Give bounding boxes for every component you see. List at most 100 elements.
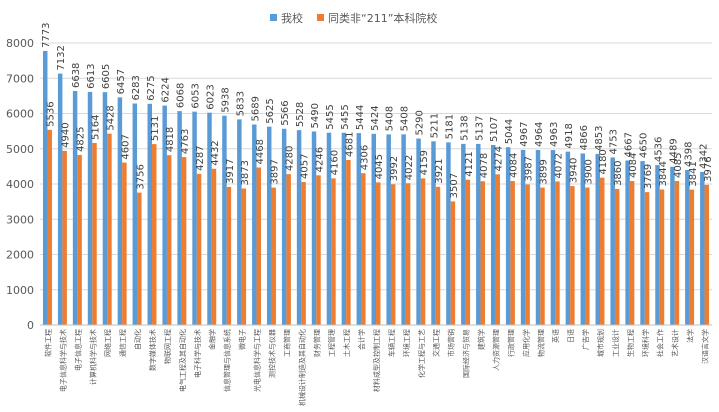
bar <box>461 143 466 325</box>
bar <box>670 166 675 325</box>
x-tick-label: 机械设计制造及其自动化 <box>297 329 306 406</box>
value-label: 3507 <box>449 173 460 198</box>
bar <box>296 130 302 325</box>
value-label: 6457 <box>116 69 127 94</box>
x-tick-label: 材料成型及控制工程 <box>372 329 381 392</box>
value-label: 5408 <box>400 106 411 131</box>
y-tick-label: 7000 <box>6 72 34 85</box>
value-label: 3992 <box>389 156 400 181</box>
value-label: 3756 <box>135 164 146 189</box>
x-tick-label: 城市规划 <box>596 329 605 357</box>
value-label: 5290 <box>415 110 426 135</box>
value-label: 4342 <box>698 143 709 168</box>
value-label: 6638 <box>71 63 82 88</box>
value-label: 6068 <box>176 83 187 108</box>
bar <box>102 92 108 325</box>
value-label: 4072 <box>553 153 564 178</box>
x-tick-label: 电子信息科学与技术 <box>58 329 67 392</box>
bar <box>266 126 272 325</box>
bar <box>480 181 486 325</box>
bar <box>87 91 93 325</box>
bar <box>610 157 615 325</box>
bar <box>92 142 97 325</box>
value-label: 4287 <box>195 145 206 170</box>
x-tick-label: 数字媒体技术 <box>148 329 157 371</box>
x-tick-label: 物流管理 <box>536 329 545 357</box>
value-label: 3921 <box>434 158 445 183</box>
bar <box>495 174 500 325</box>
value-label: 5107 <box>489 117 500 142</box>
value-label: 6283 <box>131 75 142 100</box>
bar <box>132 103 138 325</box>
value-label: 4432 <box>210 140 221 165</box>
x-tick-label: 交通工程 <box>432 329 441 357</box>
value-label: 5181 <box>444 114 455 139</box>
value-label: 4489 <box>668 138 679 163</box>
value-label: 3769 <box>643 164 654 189</box>
bar <box>346 159 351 325</box>
bar <box>326 132 332 325</box>
x-tick-label: 光电信息科学与工程 <box>253 329 262 392</box>
x-tick-label: 英语 <box>551 329 560 343</box>
bar <box>341 132 347 325</box>
bar <box>386 134 391 325</box>
x-tick-label: 测控技术与仪器 <box>267 329 276 378</box>
x-tick-label: 国际经济与贸易 <box>462 329 471 378</box>
value-label: 6053 <box>191 83 202 108</box>
bar <box>252 124 257 325</box>
x-tick-label: 行政管理 <box>506 329 515 357</box>
value-label: 5689 <box>250 96 261 121</box>
bar <box>565 151 571 325</box>
y-tick-label: 3000 <box>6 213 34 226</box>
x-tick-label: 物联网工程 <box>163 329 172 364</box>
bar <box>137 192 142 325</box>
x-tick-label: 车辆工程 <box>387 329 396 357</box>
bar <box>570 186 575 325</box>
bar <box>356 133 362 325</box>
bar <box>644 192 650 325</box>
bar <box>152 144 157 325</box>
x-tick-label: 财务管理 <box>312 329 321 357</box>
bar <box>600 177 605 325</box>
x-tick-label: 会计学 <box>357 329 366 350</box>
value-label: 5833 <box>235 91 246 116</box>
value-label: 5424 <box>370 105 381 130</box>
value-label: 5444 <box>355 105 366 130</box>
value-label: 4160 <box>329 150 340 175</box>
bar <box>390 184 396 325</box>
x-tick-label: 金融学 <box>208 329 217 350</box>
value-label: 4667 <box>624 132 635 157</box>
value-label: 4918 <box>564 123 575 148</box>
x-tick-label: 信息管理与信息系统 <box>223 329 232 392</box>
value-label: 3897 <box>270 159 281 184</box>
y-tick-label: 6000 <box>6 108 34 121</box>
value-label: 5428 <box>105 105 116 130</box>
value-label: 3873 <box>240 160 251 185</box>
value-label: 5131 <box>150 116 161 141</box>
value-label: 4866 <box>579 125 590 150</box>
value-label: 4045 <box>374 154 385 179</box>
bar <box>301 181 306 325</box>
value-label: 4650 <box>639 133 650 158</box>
bar <box>181 157 187 325</box>
bar <box>446 142 451 325</box>
value-label: 4468 <box>255 139 266 164</box>
value-label: 4159 <box>419 150 430 175</box>
value-label: 4853 <box>594 125 605 150</box>
value-label: 4940 <box>61 122 72 147</box>
value-label: 4753 <box>609 129 620 154</box>
x-tick-label: 网络工程 <box>103 329 112 357</box>
bar <box>256 167 262 325</box>
value-label: 5490 <box>310 103 321 128</box>
bar <box>371 133 376 325</box>
bar <box>435 186 441 325</box>
value-label: 3844 <box>658 161 669 186</box>
value-label: 4963 <box>549 122 560 147</box>
value-label: 4180 <box>598 149 609 174</box>
bar <box>689 189 695 325</box>
bar <box>625 160 630 325</box>
value-label: 4078 <box>479 153 490 178</box>
value-label: 5625 <box>265 98 276 123</box>
x-tick-label: 环境科学 <box>641 329 650 357</box>
